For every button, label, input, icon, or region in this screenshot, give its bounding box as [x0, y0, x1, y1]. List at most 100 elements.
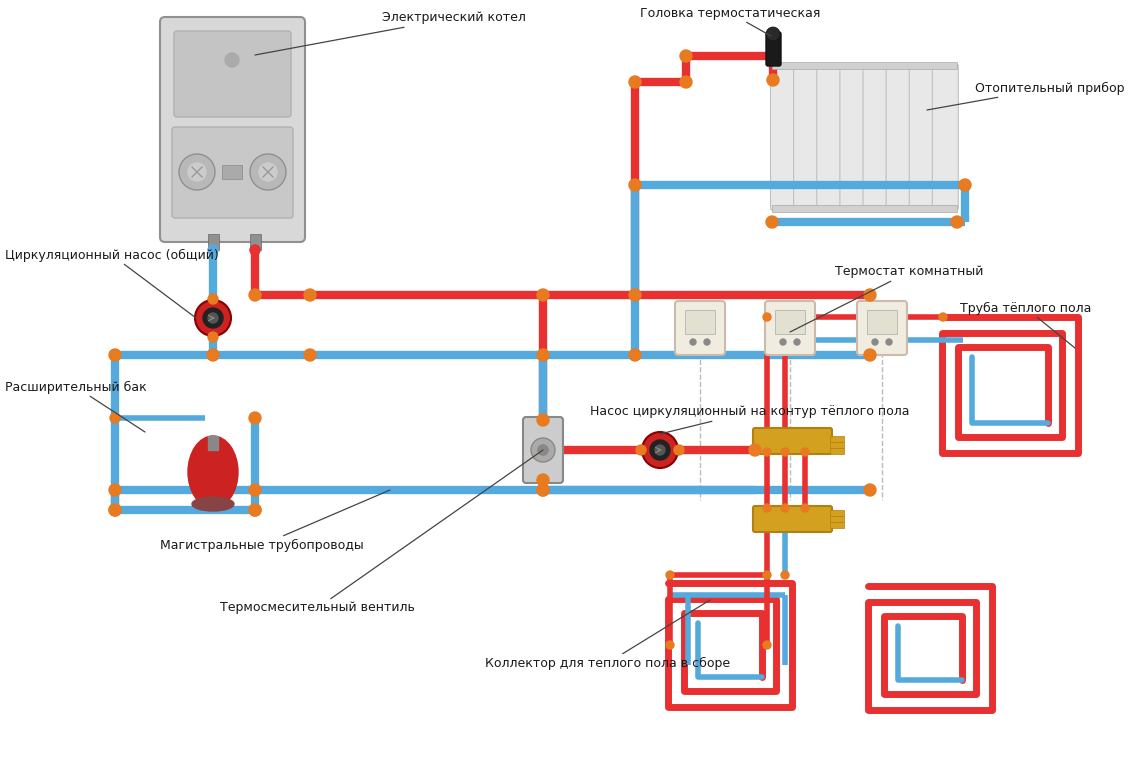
Circle shape [864, 289, 876, 301]
Ellipse shape [188, 436, 238, 508]
Circle shape [629, 289, 641, 301]
Circle shape [666, 641, 674, 649]
Circle shape [249, 289, 261, 301]
Circle shape [887, 339, 892, 345]
Circle shape [249, 504, 261, 516]
FancyBboxPatch shape [932, 64, 958, 210]
Circle shape [537, 414, 549, 426]
Circle shape [250, 245, 260, 255]
Circle shape [767, 74, 779, 86]
Circle shape [208, 245, 218, 255]
FancyBboxPatch shape [840, 64, 866, 210]
Bar [830, 510, 844, 516]
Circle shape [780, 339, 786, 345]
Text: Насос циркуляционный на контур тёплого пола: Насос циркуляционный на контур тёплого п… [590, 406, 909, 434]
FancyBboxPatch shape [857, 301, 907, 355]
Circle shape [780, 448, 788, 456]
Circle shape [801, 504, 809, 512]
FancyBboxPatch shape [523, 417, 563, 483]
Circle shape [537, 289, 549, 301]
Text: Труба тёплого пола: Труба тёплого пола [960, 301, 1092, 348]
Circle shape [680, 50, 691, 62]
Bar [772, 205, 957, 212]
FancyBboxPatch shape [685, 310, 715, 334]
Circle shape [655, 445, 665, 455]
Circle shape [864, 484, 876, 496]
Circle shape [537, 484, 549, 496]
Circle shape [207, 349, 219, 361]
Circle shape [259, 163, 277, 181]
Circle shape [629, 76, 641, 88]
Bar [208, 436, 218, 450]
FancyBboxPatch shape [675, 301, 725, 355]
Circle shape [780, 571, 788, 579]
Circle shape [794, 339, 800, 345]
Circle shape [179, 154, 215, 190]
Circle shape [642, 432, 678, 468]
Circle shape [763, 571, 771, 579]
FancyBboxPatch shape [794, 64, 819, 210]
Text: Отопительный прибор: Отопительный прибор [926, 81, 1125, 110]
Circle shape [208, 294, 218, 304]
Circle shape [748, 444, 761, 456]
Circle shape [674, 445, 683, 455]
FancyBboxPatch shape [766, 32, 780, 66]
FancyBboxPatch shape [753, 428, 832, 454]
Circle shape [763, 641, 771, 649]
FancyBboxPatch shape [173, 31, 291, 117]
Circle shape [763, 448, 771, 456]
Bar [830, 516, 844, 522]
Circle shape [629, 179, 641, 191]
Circle shape [195, 300, 230, 336]
Bar [830, 442, 844, 448]
Circle shape [780, 504, 788, 512]
Bar [830, 436, 844, 442]
Circle shape [537, 484, 549, 496]
Bar [830, 522, 844, 528]
Circle shape [539, 445, 548, 455]
Circle shape [203, 308, 222, 328]
FancyBboxPatch shape [172, 127, 293, 218]
Circle shape [801, 448, 809, 456]
Circle shape [766, 27, 780, 41]
Circle shape [680, 76, 691, 88]
Circle shape [704, 339, 710, 345]
Text: Магистральные трубопроводы: Магистральные трубопроводы [160, 490, 390, 551]
Circle shape [225, 53, 238, 67]
Bar [222, 165, 242, 179]
Text: Расширительный бак: Расширительный бак [5, 381, 147, 432]
FancyBboxPatch shape [160, 17, 305, 242]
FancyBboxPatch shape [887, 64, 912, 210]
Circle shape [650, 440, 670, 460]
Circle shape [208, 313, 218, 323]
FancyBboxPatch shape [817, 64, 843, 210]
Circle shape [110, 349, 121, 361]
FancyBboxPatch shape [753, 506, 832, 532]
Circle shape [110, 413, 120, 423]
Text: Электрический котел: Электрический котел [254, 12, 526, 55]
Circle shape [537, 349, 549, 361]
Circle shape [690, 339, 696, 345]
Bar [250, 234, 261, 250]
Circle shape [872, 339, 879, 345]
Circle shape [304, 349, 316, 361]
Circle shape [110, 504, 121, 516]
Bar [208, 234, 219, 250]
Circle shape [249, 412, 261, 424]
FancyBboxPatch shape [867, 310, 897, 334]
Circle shape [249, 504, 261, 516]
Text: Термостат комнатный: Термостат комнатный [790, 266, 984, 332]
Circle shape [864, 349, 876, 361]
Circle shape [110, 484, 121, 496]
Circle shape [208, 332, 218, 342]
FancyBboxPatch shape [909, 64, 936, 210]
Circle shape [958, 179, 971, 191]
Ellipse shape [192, 497, 234, 511]
FancyBboxPatch shape [770, 64, 796, 210]
Text: Головка термостатическая: Головка термостатическая [640, 6, 820, 36]
Circle shape [950, 216, 963, 228]
FancyBboxPatch shape [863, 64, 889, 210]
FancyBboxPatch shape [764, 301, 815, 355]
Text: Циркуляционный насос (общий): Циркуляционный насос (общий) [5, 249, 219, 318]
Circle shape [767, 50, 779, 62]
